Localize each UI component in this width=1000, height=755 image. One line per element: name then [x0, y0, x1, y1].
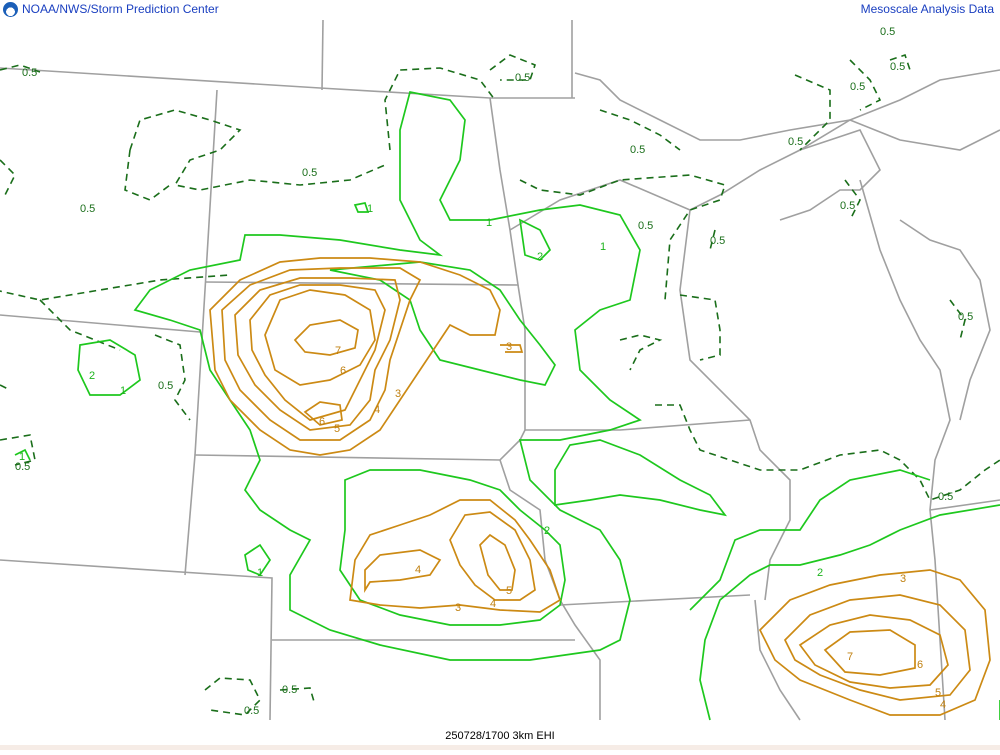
contour-label: 2	[817, 567, 823, 579]
contour-label: 3	[455, 602, 461, 614]
contour-label: 4	[415, 564, 421, 576]
contour-label: 4	[374, 404, 380, 416]
contours-0-5	[0, 53, 1000, 716]
contour-label: 6	[917, 659, 923, 671]
contour-label: 0.5	[788, 136, 803, 148]
contour-label: 1	[257, 567, 263, 579]
contour-label: 7	[847, 651, 853, 663]
contour-label: 0.5	[710, 235, 725, 247]
contour-label: 4	[490, 598, 496, 610]
contour-label: 3	[506, 341, 512, 353]
contour-label: 3	[395, 388, 401, 400]
contour-label: 0.5	[158, 380, 173, 392]
contour-label: 0.5	[282, 684, 297, 696]
contour-label: 3	[900, 573, 906, 585]
contour-label: 2	[89, 370, 95, 382]
contour-label: 5	[935, 687, 941, 699]
contour-label: 0.5	[840, 200, 855, 212]
contour-label: 0.5	[515, 72, 530, 84]
contours-1-2	[14, 91, 1000, 721]
contour-label: 5	[334, 423, 340, 435]
contour-label: 0.5	[80, 203, 95, 215]
contour-label: 2	[544, 525, 550, 537]
contour-label: 1	[120, 385, 126, 397]
contour-label: 4	[940, 699, 946, 711]
contour-label: 1	[600, 241, 606, 253]
contour-label: 0.5	[890, 61, 905, 73]
bottom-strip	[0, 745, 1000, 750]
contour-labels: 0.5 0.5 0.5 0.5 0.5 0.5 0.5 0.5 0.5 0.5 …	[15, 26, 973, 717]
contour-label: 2	[537, 251, 543, 263]
contour-label: 0.5	[938, 491, 953, 503]
header-right-title: Mesoscale Analysis Data	[860, 2, 994, 16]
contour-label: 1	[19, 451, 25, 463]
contour-label: 0.5	[244, 705, 259, 717]
contour-label: 1	[367, 203, 373, 215]
contour-label: 5	[506, 585, 512, 597]
contour-label: 6	[319, 416, 325, 428]
contour-label: 0.5	[880, 26, 895, 38]
contour-label: 1	[486, 217, 492, 229]
contours-3-plus	[209, 257, 991, 716]
contour-label: 7	[335, 345, 341, 357]
contour-label: 0.5	[630, 144, 645, 156]
noaa-logo-icon	[3, 2, 18, 17]
contour-label: 0.5	[850, 81, 865, 93]
contour-label: 0.5	[302, 167, 317, 179]
contour-label: 0.5	[22, 67, 37, 79]
contour-label: 6	[340, 365, 346, 377]
state-borders	[0, 19, 1000, 721]
map-caption: 250728/1700 3km EHI	[445, 730, 555, 742]
contour-label: 0.5	[958, 311, 973, 323]
header-left-title: NOAA/NWS/Storm Prediction Center	[22, 2, 219, 16]
contour-label: 0.5	[638, 220, 653, 232]
contour-label: 0.5	[15, 461, 30, 473]
